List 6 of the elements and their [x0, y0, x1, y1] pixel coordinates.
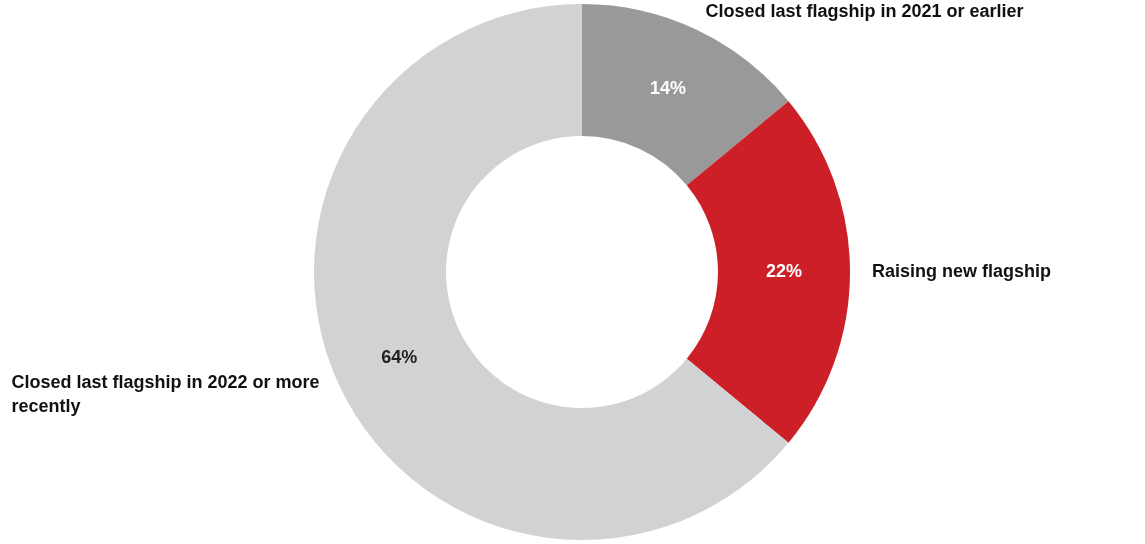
data-label: 14% [649, 78, 687, 99]
slice-label: Closed last flagship in 2021 or earlier [705, 0, 1024, 21]
slice-label: Raising new flagship [872, 260, 1052, 281]
slice-label: Closed last flagship in 2022 or more recently [11, 372, 320, 417]
data-label: 64% [381, 346, 418, 367]
data-label: 22% [765, 260, 802, 281]
